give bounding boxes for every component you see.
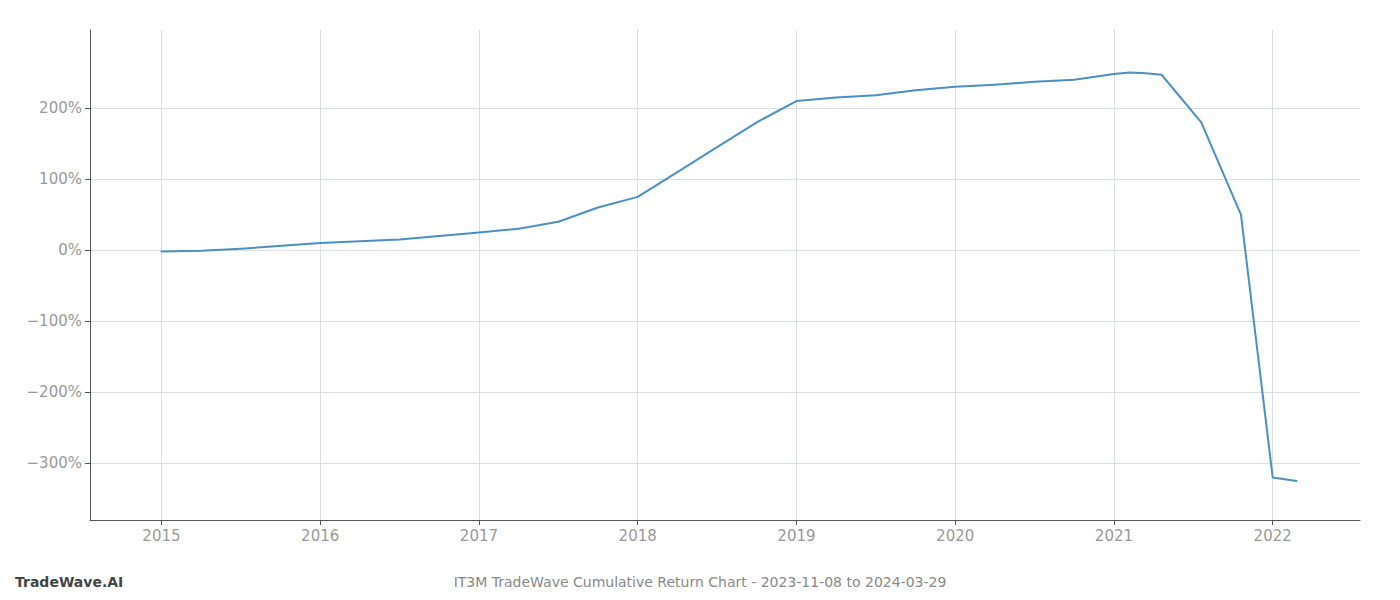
svg-text:0%: 0%: [58, 241, 82, 259]
svg-text:TradeWave.AI: TradeWave.AI: [15, 574, 123, 590]
svg-text:2015: 2015: [142, 527, 180, 545]
svg-text:−200%: −200%: [27, 383, 82, 401]
svg-text:IT3M TradeWave Cumulative Retu: IT3M TradeWave Cumulative Return Chart -…: [454, 574, 947, 590]
svg-text:2016: 2016: [301, 527, 339, 545]
svg-text:−100%: −100%: [27, 312, 82, 330]
svg-text:2021: 2021: [1095, 527, 1133, 545]
svg-text:200%: 200%: [39, 99, 82, 117]
svg-text:2018: 2018: [619, 527, 657, 545]
svg-text:2020: 2020: [936, 527, 974, 545]
svg-text:−300%: −300%: [27, 454, 82, 472]
svg-text:2022: 2022: [1254, 527, 1292, 545]
svg-text:100%: 100%: [39, 170, 82, 188]
svg-text:2017: 2017: [460, 527, 498, 545]
svg-text:2019: 2019: [777, 527, 815, 545]
